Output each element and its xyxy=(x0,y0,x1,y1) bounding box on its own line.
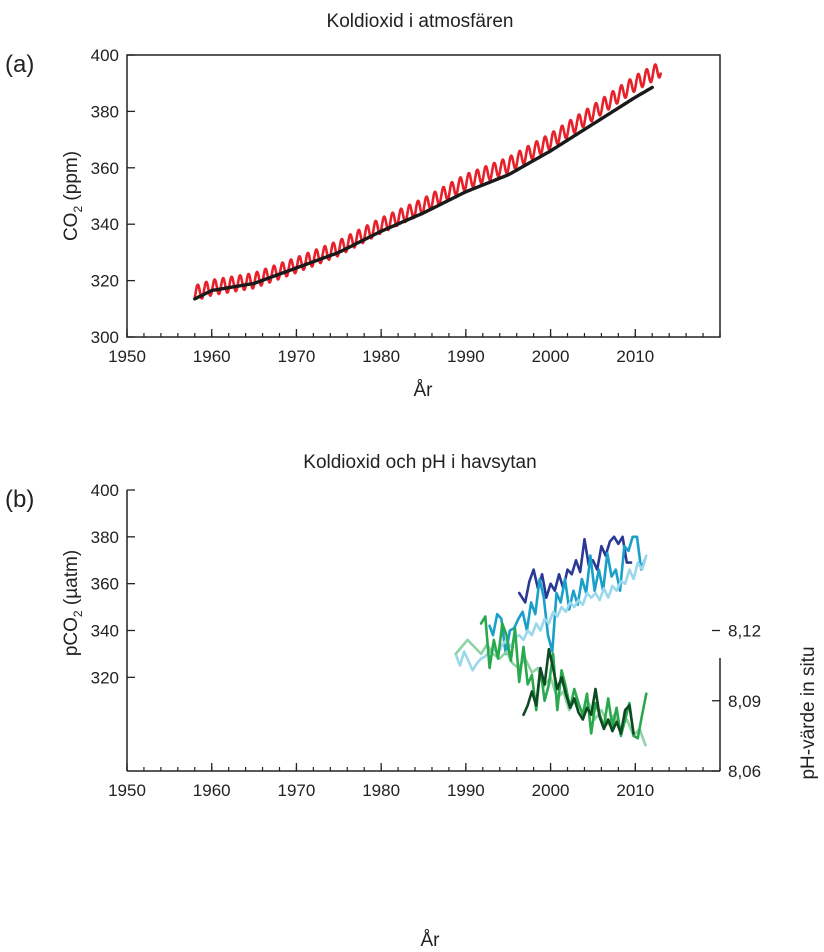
y-tick-left-label: 340 xyxy=(91,622,119,641)
panel-a-ylabel-unit: (ppm) xyxy=(61,151,82,206)
panel-b-left-y-axis: 320 340 360 380 400 xyxy=(91,481,135,687)
panel-b-xlabel: År xyxy=(421,930,441,951)
panel-b-ph-series xyxy=(454,615,648,747)
panel-a-series xyxy=(193,63,663,301)
ph-series-line-3 xyxy=(522,647,635,735)
y-tick-label: 340 xyxy=(91,215,119,234)
x-tick-label: 1990 xyxy=(447,781,485,800)
x-tick-label: 2010 xyxy=(616,781,654,800)
panel-b-x-axis: 1950 1960 1970 1980 1990 2000 2010 xyxy=(108,763,721,800)
panel-a-plot-frame xyxy=(126,54,721,338)
x-tick-label: 1980 xyxy=(362,347,400,366)
panel-a-letter: (a) xyxy=(5,51,34,78)
panel-b: Koldioxid och pH i havsytan (b) 1950 1960… xyxy=(5,452,819,951)
x-tick-label: 1970 xyxy=(278,781,316,800)
panel-a-title: Koldioxid i atmosfären xyxy=(327,11,514,32)
x-tick-label: 1960 xyxy=(193,347,231,366)
x-tick-label: 2000 xyxy=(532,781,570,800)
panel-a-x-axis: 1950 1960 1970 1980 1990 2000 2010 xyxy=(108,329,721,366)
x-tick-label: 2000 xyxy=(532,347,570,366)
panel-b-right-ylabel: pH-värde in situ xyxy=(798,646,819,779)
x-tick-label: 1950 xyxy=(108,781,146,800)
x-tick-label: 1960 xyxy=(193,781,231,800)
panel-b-left-ylabel: pCO2 (µatm) xyxy=(61,550,85,656)
y-tick-left-label: 320 xyxy=(91,668,119,687)
x-tick-label: 1970 xyxy=(278,347,316,366)
y-tick-right-label: 8,12 xyxy=(728,622,761,641)
panel-a-ylabel-main: CO xyxy=(61,213,82,242)
panel-b-title: Koldioxid och pH i havsytan xyxy=(303,452,536,473)
ph-series-line-2 xyxy=(479,615,648,740)
panel-b-left-ylabel-sub: 2 xyxy=(71,610,85,617)
panel-b-right-y-axis: 8,06 8,09 8,12 xyxy=(712,622,761,781)
y-tick-label: 400 xyxy=(91,46,119,65)
panel-b-letter: (b) xyxy=(5,486,34,513)
y-tick-right-label: 8,09 xyxy=(728,692,761,711)
y-tick-label: 320 xyxy=(91,272,119,291)
y-tick-left-label: 400 xyxy=(91,481,119,500)
series-monthly-line xyxy=(193,63,663,300)
x-tick-label: 2010 xyxy=(616,347,654,366)
panel-a: Koldioxid i atmosfären (a) 1950 1960 1970 1… xyxy=(5,11,721,401)
x-tick-label: 1990 xyxy=(447,347,485,366)
y-tick-label: 300 xyxy=(91,328,119,347)
panel-a-y-axis: 300 320 340 360 380 400 xyxy=(91,46,135,347)
y-tick-right-label: 8,06 xyxy=(728,762,761,781)
series-trend-line xyxy=(193,85,654,301)
panel-a-ylabel: CO2 (ppm) xyxy=(61,151,85,241)
y-tick-left-label: 360 xyxy=(91,575,119,594)
panel-b-left-ylabel-unit: (µatm) xyxy=(61,550,82,611)
y-tick-left-label: 380 xyxy=(91,528,119,547)
y-tick-label: 360 xyxy=(91,159,119,178)
panel-a-ylabel-sub: 2 xyxy=(71,206,85,213)
x-tick-label: 1980 xyxy=(362,781,400,800)
panel-b-left-ylabel-main: pCO xyxy=(61,617,82,656)
panel-a-xlabel: År xyxy=(414,380,434,401)
y-tick-label: 380 xyxy=(91,102,119,121)
x-tick-label: 1950 xyxy=(108,347,146,366)
